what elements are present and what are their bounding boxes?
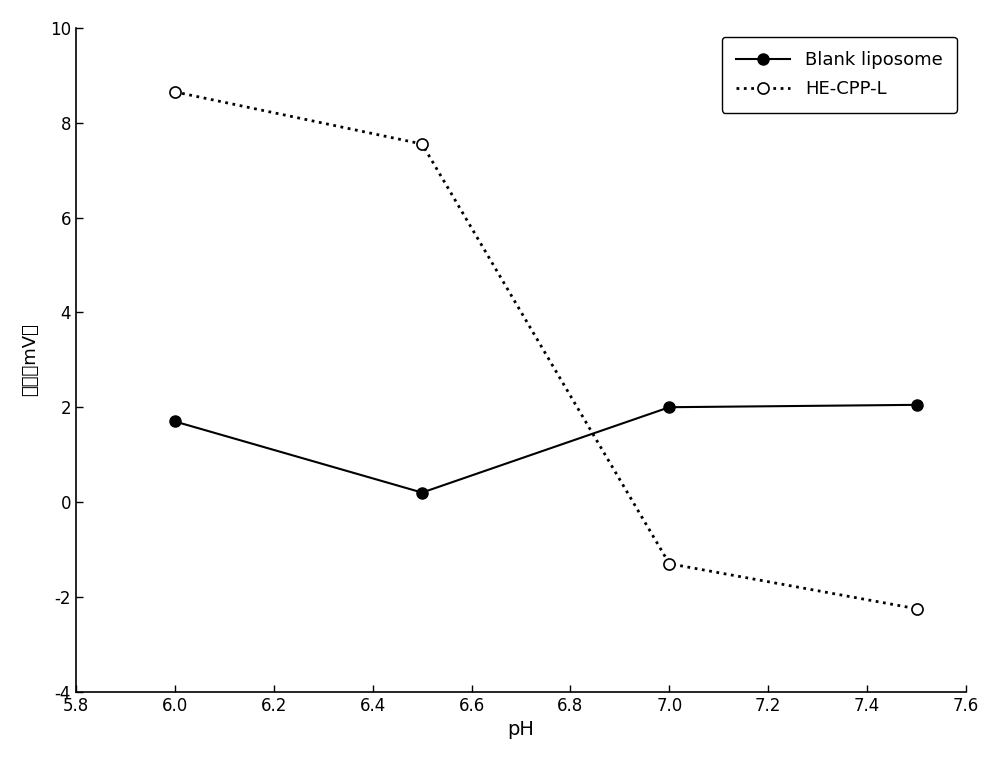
Blank liposome	[416, 488, 428, 497]
HE-CPP-L	[416, 139, 428, 148]
Y-axis label: 电位（mV）: 电位（mV）	[21, 323, 39, 396]
HE-CPP-L	[169, 87, 181, 97]
HE-CPP-L	[911, 604, 923, 613]
X-axis label: pH: pH	[508, 720, 534, 739]
Blank liposome	[663, 403, 675, 412]
HE-CPP-L	[663, 559, 675, 568]
Blank liposome	[169, 417, 181, 426]
Blank liposome	[911, 401, 923, 410]
Legend: Blank liposome, HE-CPP-L: Blank liposome, HE-CPP-L	[722, 37, 957, 112]
Line: HE-CPP-L: HE-CPP-L	[169, 87, 922, 614]
Line: Blank liposome: Blank liposome	[169, 399, 922, 498]
